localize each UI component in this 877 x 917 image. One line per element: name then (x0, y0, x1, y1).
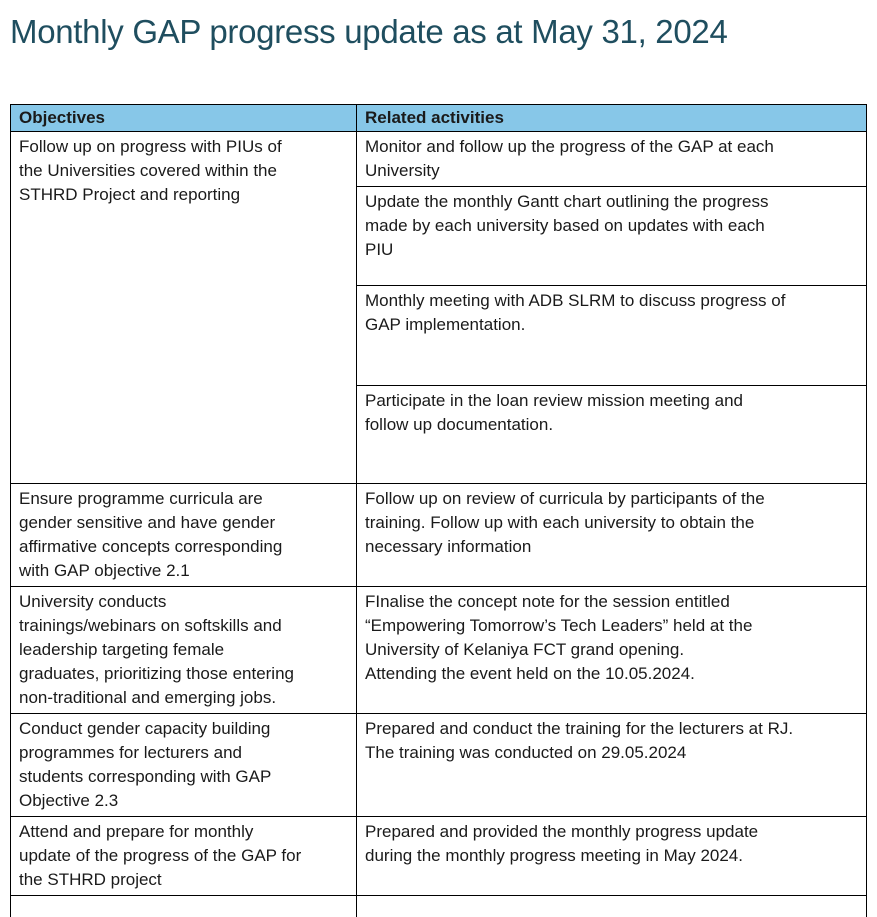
table-row: Conduct gender capacity building program… (10, 713, 867, 817)
column-header-objectives: Objectives (10, 104, 357, 132)
table-row-empty (10, 895, 867, 917)
page-title: Monthly GAP progress update as at May 31… (10, 13, 728, 50)
activity-cell-concept-note-tech-leaders: FInalise the concept note for the sessio… (356, 586, 867, 714)
activity-cell-empty (356, 895, 867, 917)
gap-progress-table: Objectives Related activities Follow up … (10, 104, 867, 917)
activity-cell-update-gantt: Update the monthly Gantt chart outlining… (356, 186, 867, 286)
objective-cell-follow-up-piu: Follow up on progress with PIUs of the U… (10, 131, 357, 484)
table-row: Update the monthly Gantt chart outlining… (11, 186, 867, 286)
table-header-row: Objectives Related activities (10, 104, 867, 132)
activity-cell-training-lecturers-rj: Prepared and conduct the training for th… (356, 713, 867, 817)
activity-cell-monitor-progress: Monitor and follow up the progress of th… (356, 131, 867, 187)
table-row: University conducts trainings/webinars o… (10, 586, 867, 714)
activity-cell-monthly-progress-update: Prepared and provided the monthly progre… (356, 816, 867, 896)
table-row: Ensure programme curricula are gender se… (10, 483, 867, 587)
table-row: Attend and prepare for monthly update of… (10, 816, 867, 896)
objective-cell-gender-capacity-building: Conduct gender capacity building program… (10, 713, 357, 817)
objective-cell-monthly-update-gap: Attend and prepare for monthly update of… (10, 816, 357, 896)
objective-cell-empty (10, 895, 357, 917)
table-row: Follow up on progress with PIUs of the U… (10, 131, 867, 484)
activity-cell-curricula-review-follow-up: Follow up on review of curricula by part… (356, 483, 867, 587)
objective-cell-curricula-gender-sensitive: Ensure programme curricula are gender se… (10, 483, 357, 587)
column-header-related-activities: Related activities (356, 104, 867, 132)
objective-cell-university-trainings-webinars: University conducts trainings/webinars o… (10, 586, 357, 714)
activity-cell-loan-review-mission: Participate in the loan review mission m… (356, 385, 867, 484)
table-row: Monthly meeting with ADB SLRM to discuss… (11, 285, 867, 386)
table-row: Participate in the loan review mission m… (11, 385, 867, 484)
activity-cell-monthly-meeting-adb: Monthly meeting with ADB SLRM to discuss… (356, 285, 867, 386)
